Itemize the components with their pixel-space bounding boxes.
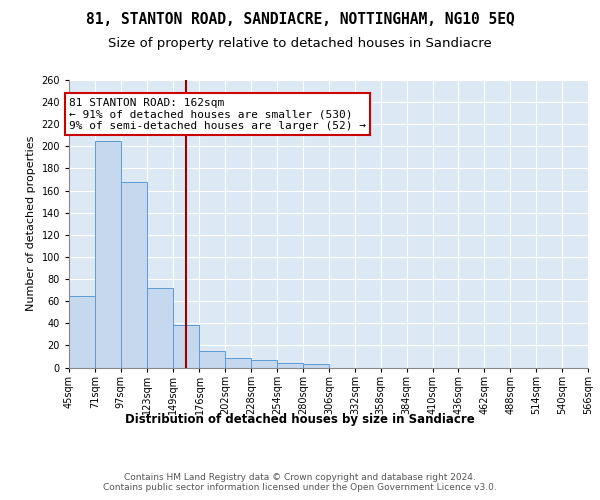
Text: Distribution of detached houses by size in Sandiacre: Distribution of detached houses by size …	[125, 412, 475, 426]
Bar	[226, 358, 251, 368]
Y-axis label: Number of detached properties: Number of detached properties	[26, 136, 36, 312]
Bar	[147, 288, 173, 368]
Bar	[69, 296, 95, 368]
Bar	[173, 326, 199, 368]
Bar	[95, 141, 121, 368]
Bar	[277, 363, 303, 368]
Bar	[199, 351, 226, 368]
Text: Size of property relative to detached houses in Sandiacre: Size of property relative to detached ho…	[108, 38, 492, 51]
Text: Contains HM Land Registry data © Crown copyright and database right 2024.
Contai: Contains HM Land Registry data © Crown c…	[103, 472, 497, 492]
Bar	[251, 360, 277, 368]
Text: 81, STANTON ROAD, SANDIACRE, NOTTINGHAM, NG10 5EQ: 81, STANTON ROAD, SANDIACRE, NOTTINGHAM,…	[86, 12, 514, 28]
Bar	[121, 182, 147, 368]
Text: 81 STANTON ROAD: 162sqm
← 91% of detached houses are smaller (530)
9% of semi-de: 81 STANTON ROAD: 162sqm ← 91% of detache…	[69, 98, 366, 131]
Bar	[303, 364, 329, 368]
